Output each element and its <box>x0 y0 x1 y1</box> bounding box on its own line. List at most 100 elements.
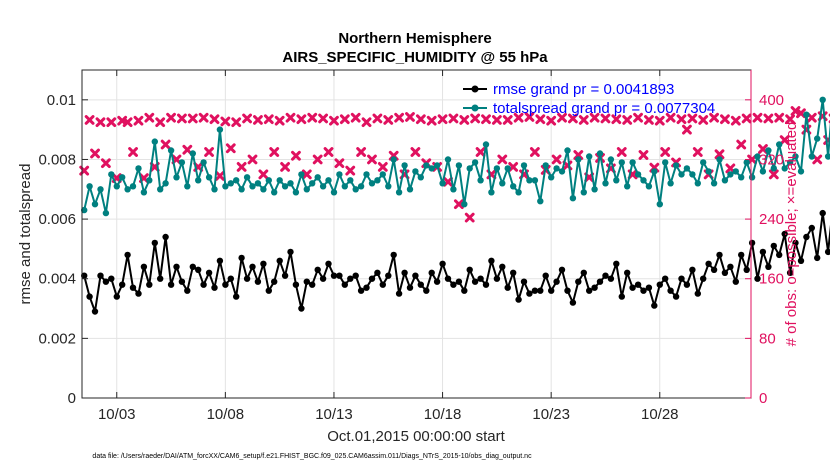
obs-evaluated-point <box>470 113 481 124</box>
rmse-point <box>86 293 93 300</box>
totalspread-point <box>178 159 186 166</box>
obs-evaluated-point <box>350 112 361 123</box>
totalspread-point <box>564 147 571 154</box>
totalspread-point <box>716 156 723 163</box>
obs-evaluated-point <box>600 113 611 124</box>
totalspread-point <box>162 180 169 187</box>
rmse-point <box>417 281 424 288</box>
rmse-point <box>314 266 321 273</box>
totalspread-point <box>613 177 620 184</box>
totalspread-point <box>710 180 718 187</box>
totalspread-point <box>140 189 148 196</box>
rmse-point <box>727 263 734 270</box>
obs-evaluated-point <box>578 115 589 125</box>
rmse-point <box>167 281 175 288</box>
rmse-point <box>651 302 658 309</box>
rmse-point <box>548 287 555 294</box>
obs-evaluated-point <box>160 139 171 150</box>
rmse-point <box>667 287 674 294</box>
obs-evaluated-point <box>84 115 95 125</box>
obs-evaluated-point <box>225 143 236 154</box>
obs-evaluated-point <box>383 115 394 125</box>
rmse-point <box>184 287 191 294</box>
obs-evaluated-point <box>361 117 372 128</box>
rmse-point <box>526 290 533 297</box>
totalspread-point <box>271 189 278 196</box>
totalspread-point <box>233 177 240 184</box>
totalspread-point <box>374 177 381 184</box>
obs-evaluated-point <box>513 112 524 123</box>
obs-evaluated-point <box>551 154 562 165</box>
obs-evaluated-point <box>312 154 323 165</box>
rmse-point <box>640 287 647 294</box>
y2-tick-label: 0 <box>759 390 767 407</box>
rmse-point <box>678 275 685 282</box>
obs-evaluated-point <box>622 115 633 125</box>
rmse-point <box>157 275 164 282</box>
obs-evaluated-point <box>415 114 426 125</box>
rmse-point <box>374 269 381 276</box>
obs-evaluated-point <box>95 117 106 128</box>
totalspread-point <box>803 111 810 118</box>
totalspread-point <box>390 156 397 163</box>
obs-evaluated-point <box>502 115 513 125</box>
rmse-point <box>629 284 636 291</box>
rmse-point <box>792 239 799 247</box>
totalspread-point <box>385 183 392 190</box>
rmse-point <box>379 281 386 288</box>
rmse-point <box>222 281 229 288</box>
totalspread-point <box>444 156 452 163</box>
totalspread-point <box>428 165 435 172</box>
obs-evaluated-point <box>736 139 747 150</box>
obs-evaluated-point <box>497 154 508 165</box>
rmse-point <box>754 275 761 282</box>
rmse-point <box>352 272 359 279</box>
obs-evaluated-point <box>491 115 502 125</box>
rmse-point <box>205 269 213 276</box>
x-tick-label: 10/08 <box>207 406 245 423</box>
obs-evaluated-point <box>616 147 627 157</box>
totalspread-point <box>86 183 93 190</box>
totalspread-point <box>417 174 424 181</box>
totalspread-point <box>450 186 457 193</box>
obs-evaluated-point <box>182 144 193 155</box>
rmse-point <box>325 260 332 267</box>
rmse-point <box>634 281 642 288</box>
totalspread-point <box>645 183 653 190</box>
obs-evaluated-point <box>204 147 214 157</box>
totalspread-point <box>455 162 463 169</box>
totalspread-point <box>167 147 175 154</box>
obs-evaluated-point <box>90 148 100 159</box>
rmse-point <box>216 257 224 264</box>
totalspread-point <box>352 186 359 193</box>
y-tick-label: 0.004 <box>38 271 76 288</box>
totalspread-point <box>591 186 598 193</box>
totalspread-point <box>575 156 582 163</box>
totalspread-point <box>151 138 158 145</box>
totalspread-point <box>401 162 408 169</box>
rmse-point <box>173 263 180 270</box>
x-tick-label: 10/23 <box>532 406 570 423</box>
totalspread-point <box>705 168 712 175</box>
totalspread-point <box>651 168 658 175</box>
obs-evaluated-point <box>644 115 654 125</box>
rmse-point <box>759 248 767 256</box>
rmse-point <box>243 275 251 282</box>
rmse-point <box>102 278 110 285</box>
legend: rmse grand pr = 0.0041893 totalspread gr… <box>463 81 715 117</box>
obs-evaluated-point <box>692 147 703 157</box>
totalspread-point <box>537 198 544 205</box>
totalspread-point <box>558 168 566 175</box>
totalspread-point <box>819 96 826 104</box>
rmse-point <box>672 293 680 300</box>
totalspread-point <box>596 150 604 157</box>
totalspread-point <box>510 183 517 190</box>
totalspread-point <box>97 186 104 193</box>
rmse-point <box>455 278 463 285</box>
rmse-point <box>814 254 821 262</box>
x-tick-label: 10/28 <box>641 406 679 423</box>
obs-evaluated-point <box>779 135 790 145</box>
x-axis-label: Oct.01,2015 00:00:00 start <box>327 428 505 445</box>
rmse-point <box>81 272 88 279</box>
totalspread-point <box>602 180 609 187</box>
